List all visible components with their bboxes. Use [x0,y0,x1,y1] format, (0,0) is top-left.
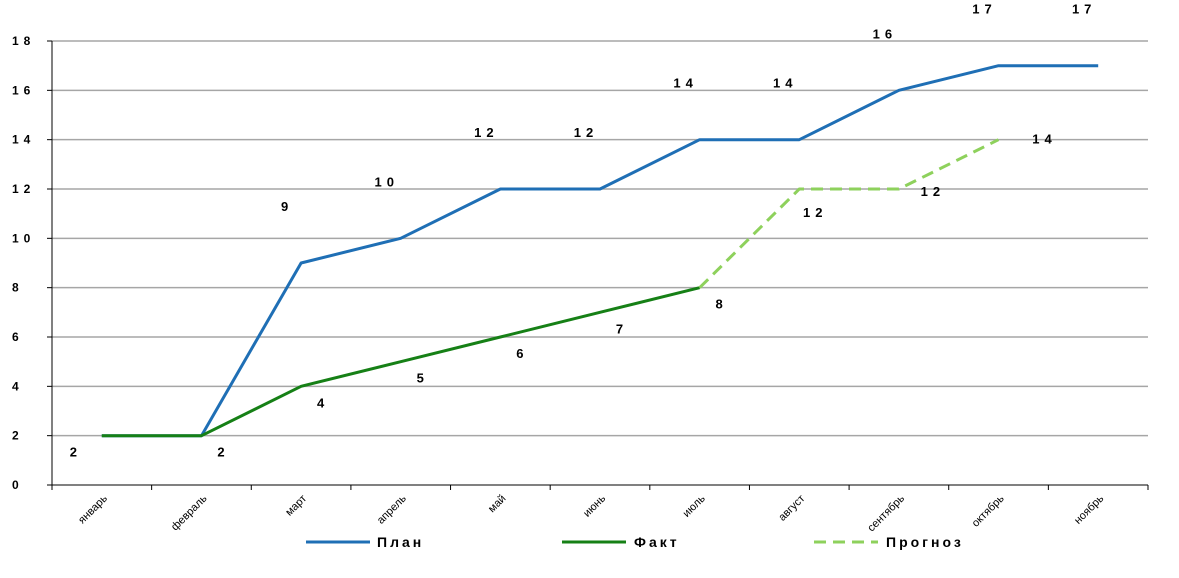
y-tick-label: 12 [12,182,35,196]
x-axis-ticks: январь февраль март апрель май июнь июль август… [76,492,1106,534]
gridlines [52,40,1148,437]
x-tick-label: апрель [375,492,409,526]
y-tick-label: 0 [12,478,24,492]
data-label: 14 [673,76,697,91]
legend-label: Прогноз [886,534,964,550]
y-tick-label: 14 [12,133,35,147]
x-tick-label: март [283,493,309,519]
data-label: 6 [516,346,528,361]
y-tick-label: 4 [12,379,24,393]
data-label: 17 [972,2,996,17]
series-line-0 [101,64,1099,438]
y-tick-label: 16 [12,83,35,97]
y-tick-label: 8 [12,281,24,295]
series-line-2 [698,138,1000,289]
y-tick-label: 10 [12,231,35,245]
data-label: 4 [317,395,329,410]
data-label: 12 [921,184,945,199]
x-tick-label: октябрь [970,492,1007,529]
x-tick-label: июль [681,492,708,519]
legend-label: План [377,534,424,550]
data-label: 14 [773,76,797,91]
data-label: 7 [616,321,628,336]
data-label: 12 [574,125,598,140]
data-label: 12 [474,125,498,140]
x-tick-label: май [486,493,509,516]
x-tick-label: февраль [169,492,210,533]
data-label: 2 [217,445,229,460]
y-tick-label: 18 [12,34,35,48]
data-label: 12 [803,205,827,220]
x-tick-label: январь [76,492,110,526]
x-tick-label: ноябрь [1072,492,1106,526]
data-label: 10 [374,174,398,189]
y-tick-label: 2 [12,429,24,443]
legend-label: Факт [634,534,680,550]
data-label: 14 [1032,132,1056,147]
data-label: 5 [417,371,429,386]
x-tick-label: август [776,493,807,524]
legend: План Факт Прогноз [306,534,964,550]
y-tick-label: 6 [12,330,24,344]
series-lines [101,64,1099,438]
data-label: 8 [716,297,728,312]
series-line-1 [101,286,700,438]
data-label: 16 [873,26,897,41]
axes [47,40,1149,490]
y-axis-ticks: 0 2 4 6 8 10 12 14 16 18 [12,34,35,492]
x-tick-label: сентябрь [865,492,907,534]
data-label: 17 [1072,2,1096,17]
data-label: 2 [70,445,82,460]
data-labels: 9 10 12 12 14 14 16 17 17 2 2 4 5 6 7 8 12 12 14 [70,2,1096,460]
data-label: 9 [281,199,293,214]
x-tick-label: июнь [581,492,608,519]
